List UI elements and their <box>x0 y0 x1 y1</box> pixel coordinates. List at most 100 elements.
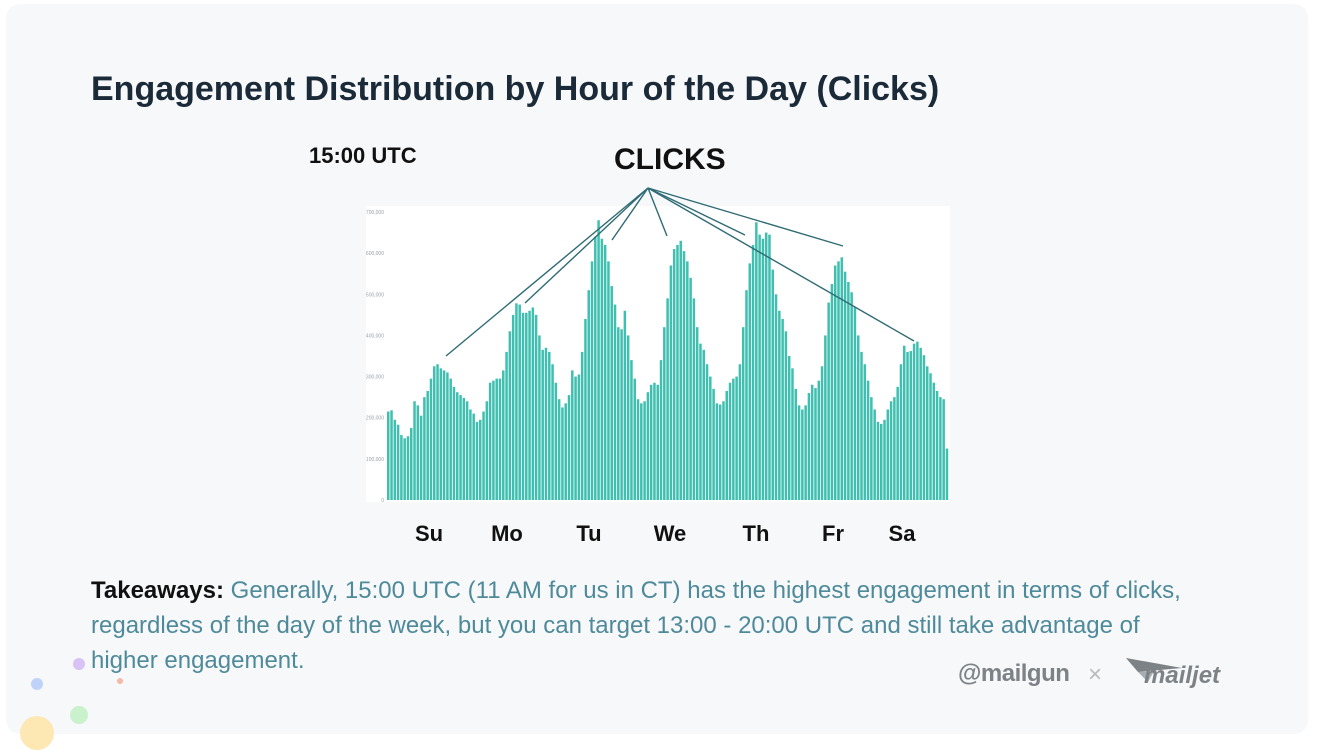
bar <box>847 281 850 500</box>
bar <box>866 380 870 500</box>
mailjet-logo: mailjet <box>1124 652 1220 692</box>
bar <box>873 409 876 500</box>
bar <box>909 351 913 500</box>
takeaways-label: Takeaways: <box>91 577 224 604</box>
bar <box>751 244 755 500</box>
bar <box>722 401 725 500</box>
bar <box>636 399 640 500</box>
bar <box>646 392 650 500</box>
bar <box>623 310 627 500</box>
bar <box>830 284 834 500</box>
decorative-dot <box>117 678 123 684</box>
bar <box>538 335 541 500</box>
y-tick-label: 100,000 <box>366 457 384 463</box>
bar <box>393 419 397 500</box>
bar <box>804 405 807 500</box>
bar <box>600 238 604 501</box>
decorative-dot <box>73 658 85 670</box>
bar <box>932 382 936 500</box>
bar <box>824 335 827 500</box>
y-tick-label: 300,000 <box>366 375 384 381</box>
day-label-mo: Mo <box>491 521 523 546</box>
bar <box>797 405 801 500</box>
bar <box>689 277 692 500</box>
bar <box>692 298 696 500</box>
bar <box>837 261 840 500</box>
bar <box>741 327 745 500</box>
bar <box>416 405 420 500</box>
bar <box>787 356 791 500</box>
bar <box>534 314 538 500</box>
bar <box>755 222 758 501</box>
day-label-th: Th <box>743 521 770 546</box>
bar <box>699 343 702 500</box>
bar <box>676 244 679 500</box>
bar <box>863 364 867 500</box>
bar <box>502 370 505 500</box>
bar <box>528 310 531 500</box>
bar <box>626 335 630 500</box>
annotation-line <box>647 187 915 342</box>
bar <box>850 292 853 500</box>
bar <box>561 407 564 500</box>
bar <box>718 404 722 500</box>
bar <box>939 397 942 500</box>
bar <box>465 401 469 500</box>
annotation-line <box>647 187 844 247</box>
bar <box>541 349 544 500</box>
bar <box>840 257 844 500</box>
bar <box>603 244 607 500</box>
bar <box>551 364 554 500</box>
bar <box>771 269 775 500</box>
bar <box>462 397 466 500</box>
bar <box>469 409 472 500</box>
bar <box>702 349 705 500</box>
bar <box>630 360 633 500</box>
bar <box>544 347 548 500</box>
y-axis-ticks: 0 100,000 200,000 300,000 400,000 500,000 600,… <box>366 210 384 504</box>
bar <box>899 364 903 500</box>
bar <box>505 351 508 500</box>
mailjet-wordmark: mailjet <box>1144 662 1221 689</box>
bar <box>554 382 558 500</box>
bar <box>801 409 804 500</box>
bar <box>817 380 821 500</box>
annotation-lines <box>445 187 915 357</box>
decorative-dot <box>70 706 88 724</box>
bar <box>610 286 613 500</box>
bar <box>659 360 663 500</box>
bar <box>557 399 561 500</box>
bar <box>488 382 492 500</box>
bar <box>929 373 932 500</box>
bar <box>594 236 597 500</box>
bar <box>571 370 574 500</box>
bar <box>870 397 873 500</box>
bar <box>896 386 899 500</box>
bar <box>738 364 742 500</box>
bar <box>649 384 653 500</box>
bar <box>577 374 581 500</box>
bar <box>617 327 620 500</box>
bar <box>643 401 646 500</box>
decorative-dot <box>20 716 54 750</box>
bar <box>735 376 738 500</box>
bar <box>574 376 577 500</box>
bar <box>860 351 863 500</box>
bar <box>781 318 784 500</box>
day-label-sa: Sa <box>889 521 917 546</box>
bar <box>774 294 778 500</box>
day-label-fr: Fr <box>822 521 844 546</box>
bar <box>633 378 636 500</box>
bar <box>814 388 817 500</box>
bar <box>396 424 400 500</box>
day-label-su: Su <box>415 521 443 546</box>
bar <box>508 331 512 500</box>
bar <box>764 232 768 500</box>
bar <box>472 413 475 500</box>
bar <box>666 298 669 500</box>
bar <box>656 384 659 500</box>
bar <box>853 306 857 500</box>
day-label-tu: Tu <box>576 521 601 546</box>
bar <box>856 335 860 500</box>
bar <box>459 395 462 500</box>
